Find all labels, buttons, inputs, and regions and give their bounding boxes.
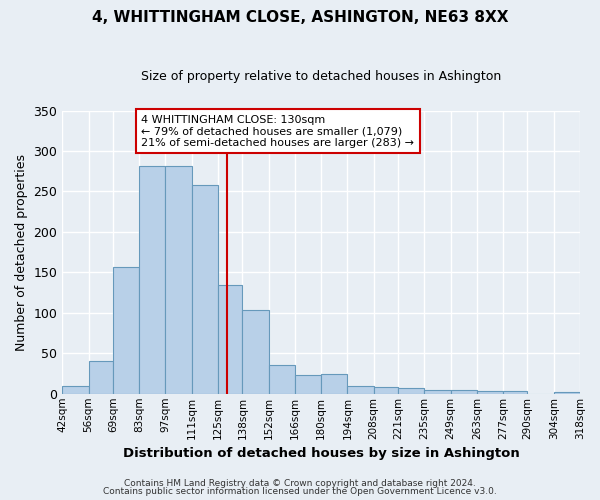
Bar bbox=[218, 286, 242, 394]
Text: Contains HM Land Registry data © Crown copyright and database right 2024.: Contains HM Land Registry data © Crown c… bbox=[124, 478, 476, 488]
Bar bbox=[295, 375, 321, 394]
Bar bbox=[192, 185, 218, 394]
Bar bbox=[62, 386, 89, 394]
Bar bbox=[166, 166, 192, 394]
Title: Size of property relative to detached houses in Ashington: Size of property relative to detached ho… bbox=[141, 70, 501, 83]
Bar bbox=[477, 390, 503, 394]
Bar bbox=[139, 166, 166, 394]
Bar bbox=[554, 392, 580, 394]
Bar bbox=[269, 364, 295, 394]
Bar bbox=[424, 390, 451, 394]
Bar bbox=[503, 392, 527, 394]
X-axis label: Distribution of detached houses by size in Ashington: Distribution of detached houses by size … bbox=[123, 447, 520, 460]
Bar bbox=[451, 390, 477, 394]
Text: Contains public sector information licensed under the Open Government Licence v3: Contains public sector information licen… bbox=[103, 487, 497, 496]
Bar bbox=[113, 266, 139, 394]
Bar bbox=[242, 310, 269, 394]
Y-axis label: Number of detached properties: Number of detached properties bbox=[15, 154, 28, 350]
Text: 4, WHITTINGHAM CLOSE, ASHINGTON, NE63 8XX: 4, WHITTINGHAM CLOSE, ASHINGTON, NE63 8X… bbox=[92, 10, 508, 25]
Bar bbox=[398, 388, 424, 394]
Bar bbox=[321, 374, 347, 394]
Text: 4 WHITTINGHAM CLOSE: 130sqm
← 79% of detached houses are smaller (1,079)
21% of : 4 WHITTINGHAM CLOSE: 130sqm ← 79% of det… bbox=[141, 114, 414, 148]
Bar bbox=[374, 388, 398, 394]
Bar bbox=[89, 360, 113, 394]
Bar bbox=[347, 386, 374, 394]
